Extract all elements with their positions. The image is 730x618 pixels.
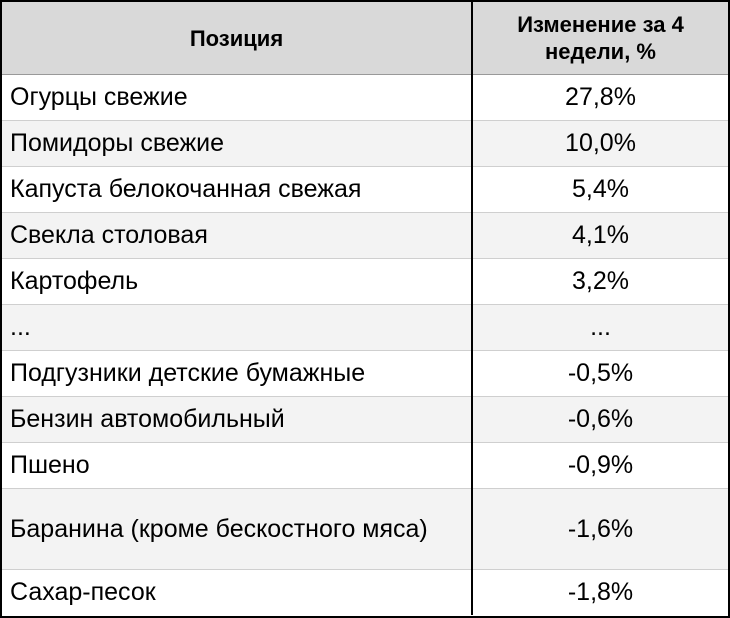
- row-change-value: 10,0%: [472, 120, 728, 167]
- row-item-name: Свекла столовая: [2, 212, 473, 259]
- row-change-value: 5,4%: [472, 166, 728, 213]
- row-item-name: Огурцы свежие: [2, 74, 473, 121]
- row-change-value: 27,8%: [472, 74, 728, 121]
- table-body: Огурцы свежие 27,8% Помидоры свежие 10,0…: [2, 74, 728, 615]
- table-row: Картофель 3,2%: [2, 258, 728, 305]
- row-item-name: Баранина (кроме бескостного мяса): [2, 488, 473, 570]
- row-change-value: -1,8%: [472, 569, 728, 615]
- column-header-change: Изменение за 4 недели, %: [472, 2, 728, 75]
- row-item-name: Капуста белокочанная свежая: [2, 166, 473, 213]
- row-item-name: Картофель: [2, 258, 473, 305]
- row-change-value: 3,2%: [472, 258, 728, 305]
- table-row: ... ...: [2, 304, 728, 351]
- table-row: Бензин автомобильный -0,6%: [2, 396, 728, 443]
- row-item-name: Пшено: [2, 442, 473, 489]
- row-change-value: 4,1%: [472, 212, 728, 259]
- table-row: Помидоры свежие 10,0%: [2, 120, 728, 167]
- row-item-name: Помидоры свежие: [2, 120, 473, 167]
- row-change-value: -0,5%: [472, 350, 728, 397]
- table-row: Свекла столовая 4,1%: [2, 212, 728, 259]
- column-header-item: Позиция: [2, 2, 473, 75]
- row-change-value: -1,6%: [472, 488, 728, 570]
- table-header-row: Позиция Изменение за 4 недели, %: [2, 2, 728, 75]
- table-row: Сахар-песок -1,8%: [2, 569, 728, 615]
- row-item-name: Бензин автомобильный: [2, 396, 473, 443]
- row-item-name: Сахар-песок: [2, 569, 473, 615]
- table-row: Капуста белокочанная свежая 5,4%: [2, 166, 728, 213]
- row-change-value: -0,9%: [472, 442, 728, 489]
- table-row: Пшено -0,9%: [2, 442, 728, 489]
- table-row: Подгузники детские бумажные -0,5%: [2, 350, 728, 397]
- row-change-value: -0,6%: [472, 396, 728, 443]
- row-item-name: Подгузники детские бумажные: [2, 350, 473, 397]
- row-change-value: ...: [472, 304, 728, 351]
- table-row: Баранина (кроме бескостного мяса) -1,6%: [2, 488, 728, 570]
- table-row: Огурцы свежие 27,8%: [2, 74, 728, 121]
- row-item-name: ...: [2, 304, 473, 351]
